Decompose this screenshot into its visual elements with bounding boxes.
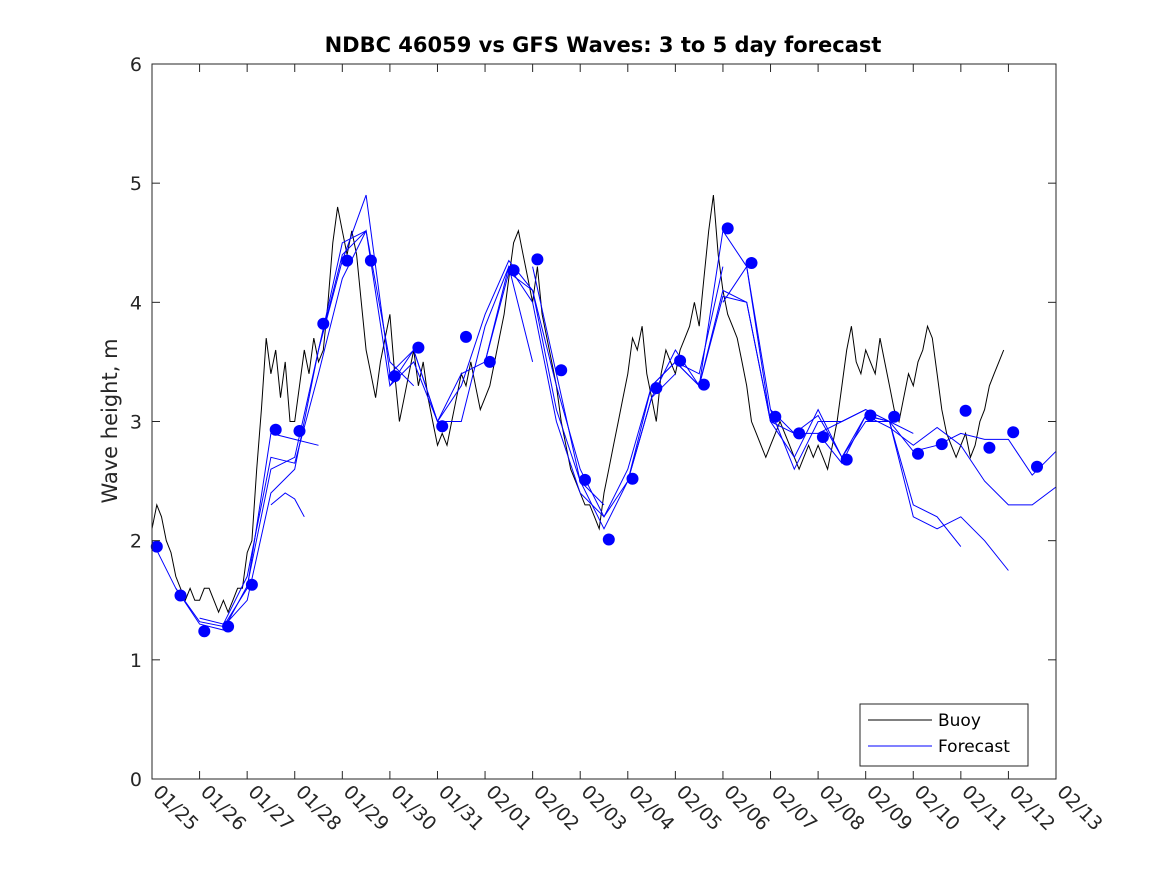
forecast-run-line-2	[199, 229, 415, 625]
forecast-point	[602, 533, 615, 546]
series-layer	[150, 194, 1057, 638]
forecast-point	[793, 427, 806, 440]
forecast-point	[245, 578, 258, 591]
forecast-point	[507, 264, 520, 277]
forecast-point	[935, 438, 948, 451]
forecast-point	[721, 222, 734, 235]
forecast-run-line-8	[484, 265, 724, 518]
forecast-run-line-12	[722, 265, 962, 547]
y-tick-label: 1	[130, 650, 142, 672]
forecast-point	[198, 625, 211, 638]
forecast-point	[460, 330, 472, 343]
forecast-point	[697, 378, 710, 391]
forecast-point	[1031, 460, 1043, 473]
forecast-point	[816, 431, 829, 443]
y-tick-label: 5	[130, 173, 142, 195]
forecast-point	[626, 472, 639, 485]
forecast-point	[269, 423, 282, 436]
forecast-point	[174, 589, 187, 602]
forecast-point	[150, 540, 163, 553]
y-tick-label: 4	[130, 292, 142, 314]
forecast-point	[531, 253, 544, 266]
forecast-point	[317, 317, 330, 330]
legend-buoy-label: Buoy	[938, 711, 981, 731]
forecast-run-line-15	[865, 415, 1057, 476]
forecast-run-line-6	[389, 259, 605, 506]
forecast-run-line-1	[175, 230, 367, 631]
forecast-point	[650, 382, 663, 395]
legend: Buoy Forecast	[859, 703, 1029, 767]
forecast-point	[436, 420, 449, 433]
legend-box	[859, 703, 1029, 767]
forecast-point	[864, 409, 877, 422]
forecast-run-line-14	[817, 414, 1057, 506]
forecast-point	[840, 453, 853, 466]
y-tick-label: 2	[130, 531, 142, 553]
forecast-point	[579, 473, 591, 486]
forecast-point	[1007, 426, 1020, 439]
forecast-point	[483, 355, 496, 368]
forecast-point	[745, 257, 758, 269]
forecast-point	[959, 404, 972, 417]
y-axis-label: Wave height, m	[98, 338, 122, 503]
forecast-point	[912, 447, 924, 460]
forecast-point	[341, 254, 354, 267]
forecast-point	[222, 620, 235, 633]
legend-forecast-label: Forecast	[938, 737, 1010, 757]
forecast-point	[388, 370, 401, 383]
forecast-point	[555, 364, 568, 377]
forecast-point	[983, 441, 996, 454]
y-tick-label: 6	[130, 54, 142, 76]
forecast-point	[293, 425, 306, 437]
forecast-point	[769, 410, 782, 423]
forecast-run-line-4	[270, 492, 305, 518]
forecast-run-line-5	[318, 229, 534, 422]
forecast-point	[412, 341, 425, 354]
y-tick-label: 3	[130, 412, 142, 434]
forecast-point	[888, 410, 901, 423]
forecast-point	[364, 254, 377, 267]
chart-title: NDBC 46059 vs GFS Waves: 3 to 5 day fore…	[325, 33, 882, 57]
y-tick-label: 0	[130, 769, 142, 791]
forecast-run-line-9	[532, 266, 771, 530]
forecast-point	[674, 354, 687, 367]
forecast-run-line-3	[223, 194, 438, 627]
